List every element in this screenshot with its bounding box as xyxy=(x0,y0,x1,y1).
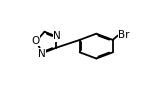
Text: Br: Br xyxy=(118,30,130,40)
Text: N: N xyxy=(53,31,61,41)
Text: N: N xyxy=(38,49,45,59)
Text: O: O xyxy=(31,36,40,46)
